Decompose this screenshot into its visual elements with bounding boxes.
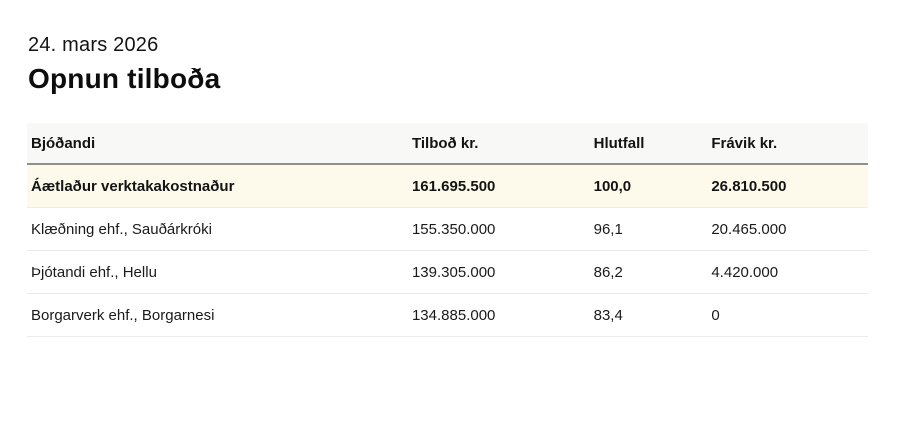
deviation-cell: 0 bbox=[707, 293, 868, 337]
column-header-bid: Tilboð kr. bbox=[407, 122, 590, 165]
ratio-cell: 83,4 bbox=[589, 293, 708, 337]
deviation-cell: 26.810.500 bbox=[707, 163, 868, 208]
deviation-cell: 4.420.000 bbox=[707, 250, 868, 294]
bid-cell: 161.695.500 bbox=[407, 163, 590, 208]
ratio-cell: 100,0 bbox=[589, 163, 708, 208]
table-row: Borgarverk ehf., Borgarnesi 134.885.000 … bbox=[27, 293, 868, 337]
bid-cell: 139.305.000 bbox=[407, 250, 590, 294]
bids-table: Bjóðandi Tilboð kr. Hlutfall Frávik kr. … bbox=[27, 122, 868, 337]
page-title: Opnun tilboða bbox=[28, 63, 221, 94]
bidder-cell: Borgarverk ehf., Borgarnesi bbox=[27, 293, 408, 337]
bidder-cell: Áætlaður verktakakostnaður bbox=[27, 163, 408, 208]
page-header: 24. mars 2026 Opnun tilboða bbox=[0, 0, 900, 96]
column-header-ratio: Hlutfall bbox=[589, 122, 708, 165]
ratio-cell: 86,2 bbox=[589, 250, 708, 294]
table-body: Áætlaður verktakakostnaður 161.695.500 1… bbox=[27, 163, 868, 337]
table-header: Bjóðandi Tilboð kr. Hlutfall Frávik kr. bbox=[27, 122, 868, 165]
table-row: Þjótandi ehf., Hellu 139.305.000 86,2 4.… bbox=[27, 250, 868, 294]
table-row: Klæðning ehf., Sauðárkróki 155.350.000 9… bbox=[27, 207, 868, 251]
table-header-row: Bjóðandi Tilboð kr. Hlutfall Frávik kr. bbox=[27, 122, 868, 165]
bid-cell: 155.350.000 bbox=[407, 207, 590, 251]
deviation-cell: 20.465.000 bbox=[707, 207, 868, 251]
date-label: 24. mars 2026 bbox=[28, 34, 159, 56]
bidder-cell: Þjótandi ehf., Hellu bbox=[27, 250, 408, 294]
bid-cell: 134.885.000 bbox=[407, 293, 590, 337]
column-header-deviation: Frávik kr. bbox=[707, 122, 868, 165]
column-header-bidder: Bjóðandi bbox=[27, 122, 408, 165]
bids-table-container: Bjóðandi Tilboð kr. Hlutfall Frávik kr. … bbox=[27, 122, 868, 337]
table-row: Áætlaður verktakakostnaður 161.695.500 1… bbox=[27, 163, 868, 208]
bidder-cell: Klæðning ehf., Sauðárkróki bbox=[27, 207, 408, 251]
ratio-cell: 96,1 bbox=[589, 207, 708, 251]
